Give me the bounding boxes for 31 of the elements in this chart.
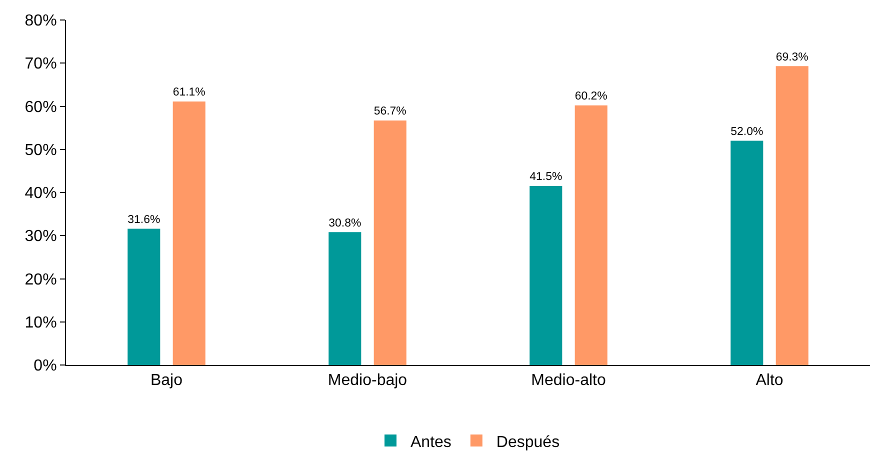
- data-label: 41.5%: [530, 171, 562, 184]
- y-tick-label: 40%: [24, 185, 57, 202]
- data-label: 52.0%: [730, 126, 764, 138]
- bar: [328, 232, 362, 365]
- bar: [776, 66, 808, 365]
- y-tick-label: 0%: [34, 358, 57, 375]
- bar: [574, 105, 608, 365]
- bar: [172, 102, 206, 365]
- bar: [128, 228, 160, 365]
- data-label: 56.7%: [374, 106, 406, 118]
- y-tick-label: 20%: [24, 271, 57, 288]
- data-label: 31.6%: [128, 214, 160, 226]
- legend-label: Después: [496, 434, 560, 451]
- data-label: 60.2%: [574, 90, 608, 103]
- bar: [730, 140, 764, 365]
- y-tick-label: 10%: [24, 314, 57, 332]
- data-label: 30.8%: [328, 217, 362, 230]
- data-label: 61.1%: [172, 86, 206, 99]
- x-tick-label: Medio-bajo: [328, 372, 408, 390]
- bar: [374, 120, 406, 365]
- legend-label: Antes: [410, 434, 452, 451]
- bar: [530, 186, 562, 365]
- y-tick-label: 30%: [24, 228, 57, 246]
- y-tick-label: 50%: [24, 142, 57, 159]
- y-tick-label: 70%: [24, 56, 57, 73]
- x-tick-label: Bajo: [150, 372, 183, 390]
- y-tick-label: 80%: [24, 12, 57, 30]
- x-tick-label: Alto: [756, 372, 784, 390]
- x-tick-label: Medio-alto: [531, 372, 606, 390]
- data-label: 69.3%: [776, 51, 808, 64]
- y-tick-label: 60%: [24, 98, 57, 116]
